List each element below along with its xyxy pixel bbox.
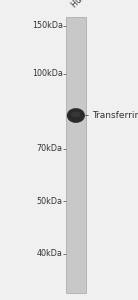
Text: 40kDa: 40kDa	[37, 249, 63, 258]
Text: 50kDa: 50kDa	[37, 196, 63, 206]
Bar	[66, 16, 86, 292]
Text: 100kDa: 100kDa	[32, 69, 63, 78]
Ellipse shape	[67, 108, 85, 123]
Ellipse shape	[71, 112, 81, 117]
Text: 150kDa: 150kDa	[32, 21, 63, 30]
Text: Human serum: Human serum	[70, 0, 117, 10]
Text: Transferrin: Transferrin	[92, 111, 138, 120]
Text: 70kDa: 70kDa	[37, 144, 63, 153]
